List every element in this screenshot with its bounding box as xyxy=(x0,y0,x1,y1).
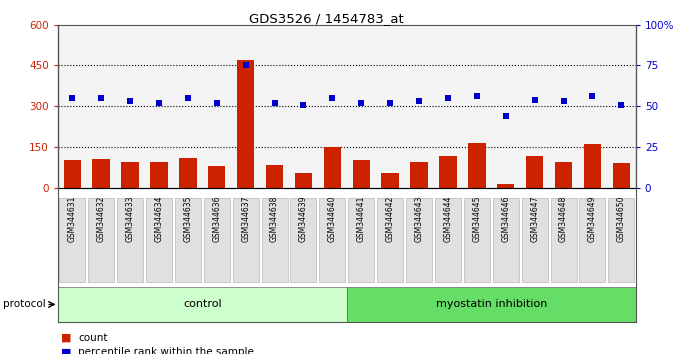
FancyBboxPatch shape xyxy=(377,198,403,282)
Bar xyxy=(497,183,515,188)
Point xyxy=(124,98,135,104)
FancyBboxPatch shape xyxy=(522,198,547,282)
Bar xyxy=(150,162,168,188)
Point xyxy=(211,100,222,106)
Point xyxy=(500,113,511,119)
Bar xyxy=(180,158,197,188)
Text: GSM344645: GSM344645 xyxy=(473,195,481,242)
Bar xyxy=(324,147,341,188)
Point xyxy=(443,95,454,101)
FancyBboxPatch shape xyxy=(348,198,374,282)
FancyBboxPatch shape xyxy=(146,198,172,282)
Bar xyxy=(526,156,543,188)
FancyBboxPatch shape xyxy=(88,198,114,282)
Text: GSM344639: GSM344639 xyxy=(299,195,308,242)
Text: GSM344632: GSM344632 xyxy=(97,195,105,242)
FancyBboxPatch shape xyxy=(320,198,345,282)
FancyBboxPatch shape xyxy=(464,198,490,282)
Point xyxy=(67,95,78,101)
FancyBboxPatch shape xyxy=(233,198,258,282)
Bar xyxy=(237,60,254,188)
Bar xyxy=(353,160,370,188)
Bar xyxy=(266,165,284,188)
FancyBboxPatch shape xyxy=(262,198,288,282)
Text: GSM344640: GSM344640 xyxy=(328,195,337,242)
Text: GSM344635: GSM344635 xyxy=(184,195,192,242)
Bar xyxy=(347,287,636,322)
Text: ■: ■ xyxy=(61,333,71,343)
FancyBboxPatch shape xyxy=(406,198,432,282)
Bar xyxy=(92,159,110,188)
Text: GDS3526 / 1454783_at: GDS3526 / 1454783_at xyxy=(249,12,404,25)
Text: GSM344650: GSM344650 xyxy=(617,195,626,242)
Bar xyxy=(58,287,347,322)
Point xyxy=(182,95,193,101)
Text: GSM344643: GSM344643 xyxy=(415,195,424,242)
Text: GSM344646: GSM344646 xyxy=(501,195,510,242)
Text: myostatin inhibition: myostatin inhibition xyxy=(436,299,547,309)
FancyBboxPatch shape xyxy=(175,198,201,282)
Bar xyxy=(411,162,428,188)
Text: GSM344636: GSM344636 xyxy=(212,195,221,242)
Point xyxy=(385,100,396,106)
Point xyxy=(327,95,338,101)
FancyBboxPatch shape xyxy=(59,198,85,282)
Point xyxy=(154,100,165,106)
Point xyxy=(96,95,107,101)
Text: ■: ■ xyxy=(61,347,71,354)
Bar xyxy=(295,173,312,188)
Text: GSM344631: GSM344631 xyxy=(68,195,77,242)
Bar xyxy=(469,143,486,188)
Text: control: control xyxy=(183,299,222,309)
Point xyxy=(616,102,627,107)
Point xyxy=(240,63,251,68)
Point xyxy=(471,93,482,99)
Bar xyxy=(439,156,457,188)
FancyBboxPatch shape xyxy=(117,198,143,282)
Text: percentile rank within the sample: percentile rank within the sample xyxy=(78,347,254,354)
Bar xyxy=(584,144,601,188)
Text: GSM344637: GSM344637 xyxy=(241,195,250,242)
Text: GSM344648: GSM344648 xyxy=(559,195,568,242)
Bar xyxy=(122,162,139,188)
Text: GSM344633: GSM344633 xyxy=(126,195,135,242)
Bar xyxy=(208,166,226,188)
Text: protocol: protocol xyxy=(3,299,46,309)
Text: GSM344647: GSM344647 xyxy=(530,195,539,242)
Point xyxy=(413,98,424,104)
Text: GSM344649: GSM344649 xyxy=(588,195,597,242)
FancyBboxPatch shape xyxy=(551,198,577,282)
Text: GSM344634: GSM344634 xyxy=(154,195,163,242)
Bar xyxy=(613,163,630,188)
FancyBboxPatch shape xyxy=(290,198,316,282)
FancyBboxPatch shape xyxy=(435,198,461,282)
FancyBboxPatch shape xyxy=(493,198,519,282)
FancyBboxPatch shape xyxy=(579,198,605,282)
Point xyxy=(587,93,598,99)
Point xyxy=(356,100,367,106)
Text: GSM344641: GSM344641 xyxy=(357,195,366,242)
Text: GSM344644: GSM344644 xyxy=(443,195,452,242)
Text: count: count xyxy=(78,333,107,343)
Point xyxy=(298,102,309,107)
FancyBboxPatch shape xyxy=(204,198,230,282)
Bar xyxy=(64,160,81,188)
Point xyxy=(558,98,569,104)
Bar xyxy=(555,162,573,188)
FancyBboxPatch shape xyxy=(609,198,634,282)
Point xyxy=(269,100,280,106)
Bar xyxy=(381,173,398,188)
Point xyxy=(529,97,540,103)
Text: GSM344638: GSM344638 xyxy=(270,195,279,242)
Text: GSM344642: GSM344642 xyxy=(386,195,394,242)
